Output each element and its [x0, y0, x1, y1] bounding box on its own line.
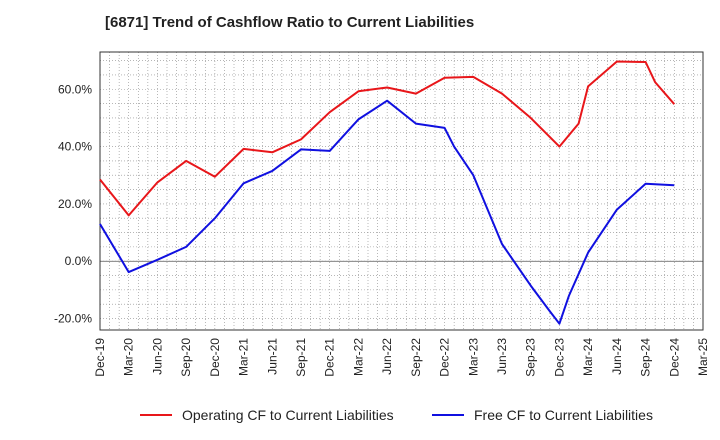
legend-label: Operating CF to Current Liabilities [182, 407, 394, 423]
x-tick-label: Dec-23 [552, 338, 566, 377]
x-tick-label: Jun-20 [150, 338, 164, 375]
x-tick-label: Jun-21 [265, 338, 279, 375]
x-tick-label: Jun-24 [610, 338, 624, 375]
x-tick-label: Sep-21 [294, 338, 308, 377]
series-line-operating-cf [99, 60, 676, 217]
x-tick-label: Mar-24 [581, 338, 595, 376]
y-tick-label: -20.0% [54, 312, 92, 326]
x-tick-label: Jun-22 [380, 338, 394, 375]
x-tick-label: Mar-21 [237, 338, 251, 376]
x-tick-label: Mar-20 [122, 338, 136, 376]
x-tick-label: Mar-22 [351, 338, 365, 376]
chart-title: [6871] Trend of Cashflow Ratio to Curren… [105, 14, 475, 31]
plot-frame [99, 51, 704, 331]
y-tick-label: 40.0% [58, 140, 92, 154]
legend-label: Free CF to Current Liabilities [474, 407, 653, 423]
y-tick-label: 20.0% [58, 197, 92, 211]
plot-area [100, 52, 703, 330]
x-tick-label: Jun-23 [495, 338, 509, 375]
y-tick-label: 0.0% [65, 254, 93, 268]
y-tick-label: 60.0% [58, 82, 92, 96]
x-tick-label: Sep-20 [179, 338, 193, 377]
x-tick-label: Mar-23 [466, 338, 480, 376]
x-tick-label: Sep-24 [639, 338, 653, 377]
x-tick-label: Sep-23 [524, 338, 538, 377]
x-tick-label: Dec-21 [323, 338, 337, 377]
x-tick-label: Sep-22 [409, 338, 423, 377]
x-tick-label: Dec-20 [208, 338, 222, 377]
x-tick-label: Dec-24 [667, 338, 681, 377]
x-tick-label: Dec-22 [438, 338, 452, 377]
x-tick-label: Dec-19 [93, 338, 107, 377]
x-tick-label: Mar-25 [696, 338, 710, 376]
series-line-free-cf [99, 99, 675, 325]
